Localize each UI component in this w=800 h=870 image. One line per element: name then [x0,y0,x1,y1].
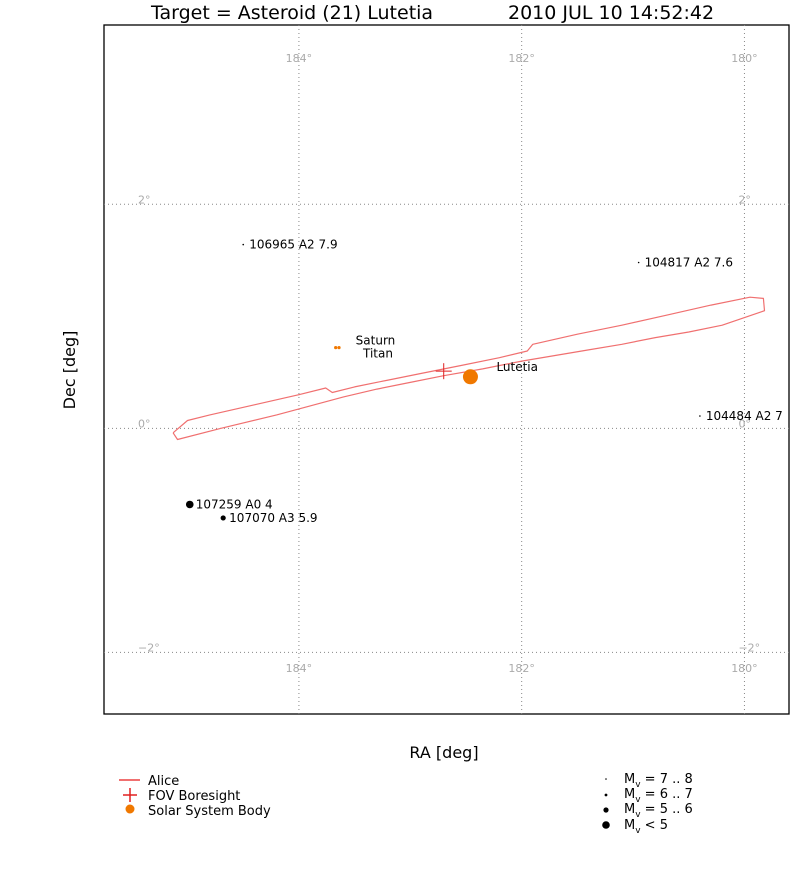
x-axis-label: RA [deg] [409,743,478,762]
body-marker-lutetia [462,369,478,385]
y-axis-label: Dec [deg] [60,331,79,410]
star-marker [220,515,226,521]
star-marker [699,415,701,417]
y-tick-label-left: −2° [138,641,160,654]
legend-boresight-label: FOV Boresight [148,789,240,804]
legend-magnitudes: Mv = 7 .. 8 Mv = 6 .. 7 Mv = 5 .. 6 Mv <… [602,772,693,836]
star-label: 104817 A2 7.6 [645,256,733,270]
star-label: 104484 A2 7 [706,409,783,423]
x-tick-label-bottom: 182° [508,662,535,675]
y-tick-label-right: 2° [738,193,751,206]
legend-mag-lt5: Mv < 5 [624,818,668,836]
x-tick-label-bottom: 180° [731,662,758,675]
star-label: 107070 A3 5.9 [229,511,317,525]
legend-left: Alice FOV Boresight Solar System Body [119,774,271,819]
y-tick-label-left: 0° [138,417,151,430]
legend-mag-6-7: Mv = 6 .. 7 [624,787,693,805]
x-tick-label-top: 184° [286,52,313,65]
legend-mag-6-7-dot [604,793,608,797]
x-tick-label-top: 180° [731,52,758,65]
body-label-titan: Titan [362,347,393,361]
legend-mag-7-8: Mv = 7 .. 8 [624,772,693,790]
body-label-saturn: Saturn [356,334,396,348]
legend-body-swatch [125,804,135,814]
legend-alice-label: Alice [148,774,179,789]
grid-lines [104,25,789,714]
legend-body-label: Solar System Body [148,804,271,819]
star-marker [185,500,194,509]
legend-mag-7-8-dot [605,778,607,780]
y-tick-label-right: 0° [738,417,751,430]
legend-mag-lt5-dot [602,821,610,829]
alice-layer [172,296,766,441]
y-tick-label-right: −2° [738,641,760,654]
star-marker [242,243,245,246]
star-marker [637,261,640,264]
alice-slit-outline [172,296,766,441]
star-label: 107259 A0 4 [196,497,273,511]
star-label: 106965 A2 7.9 [249,238,337,252]
title-target: Target = Asteroid (21) Lutetia [150,2,433,24]
y-tick-label-left: 2° [138,193,151,206]
plot-frame [103,24,790,715]
stars-layer: 106965 A2 7.9 104817 A2 7.6 104484 A2 7 107… [185,238,783,525]
body-marker-titan [337,346,341,350]
body-label-lutetia: Lutetia [496,360,538,374]
title-time: 2010 JUL 10 14:52:42 [508,2,714,24]
x-tick-label-top: 182° [508,52,535,65]
x-tick-label-bottom: 184° [286,662,313,675]
legend-mag-5-6-dot [603,807,609,813]
legend-mag-5-6: Mv = 5 .. 6 [624,802,693,820]
legend-boresight-icon [123,788,137,802]
body-marker-saturn [334,346,338,350]
tick-labels: 184° 184° 182° 182° 180° 180° 2° 2° 0° 0° −2° −2° [138,52,760,675]
